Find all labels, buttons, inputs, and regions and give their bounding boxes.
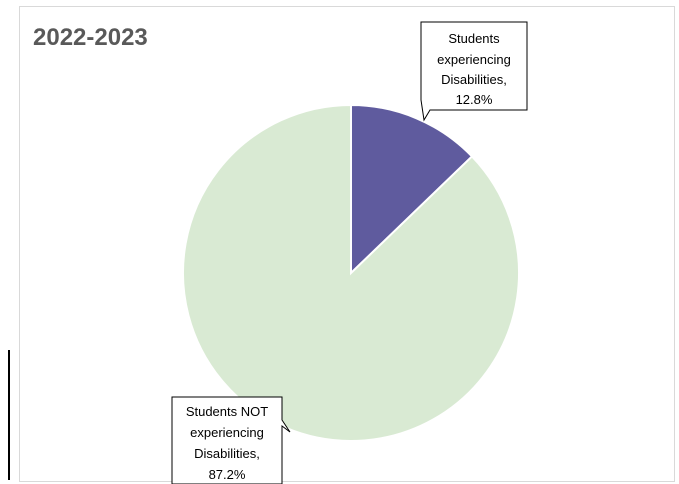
left-edge-line	[8, 350, 10, 480]
callout-no-disabilities: Students NOT experiencing Disabilities, …	[171, 396, 291, 484]
callout-label-no-disabilities-3: Disabilities,	[194, 446, 260, 461]
callout-label-no-disabilities-1: Students NOT	[186, 404, 268, 419]
pie-slices	[182, 103, 520, 442]
callout-value-disabilities: 12.8%	[456, 92, 493, 107]
callout-box-disabilities	[420, 21, 528, 122]
callout-label-disabilities-1: Students	[448, 31, 500, 46]
callout-box-no-disabilities	[171, 396, 291, 484]
chart-title: 2022-2023	[33, 24, 148, 51]
callout-value-no-disabilities: 87.2%	[209, 467, 246, 482]
callout-label-disabilities-3: Disabilities,	[441, 72, 507, 87]
callout-disabilities: Students experiencing Disabilities, 12.8…	[420, 21, 528, 122]
callout-label-no-disabilities-2: experiencing	[190, 425, 264, 440]
pie-slice-disabilities	[350, 103, 474, 276]
callout-label-disabilities-2: experiencing	[437, 52, 511, 67]
